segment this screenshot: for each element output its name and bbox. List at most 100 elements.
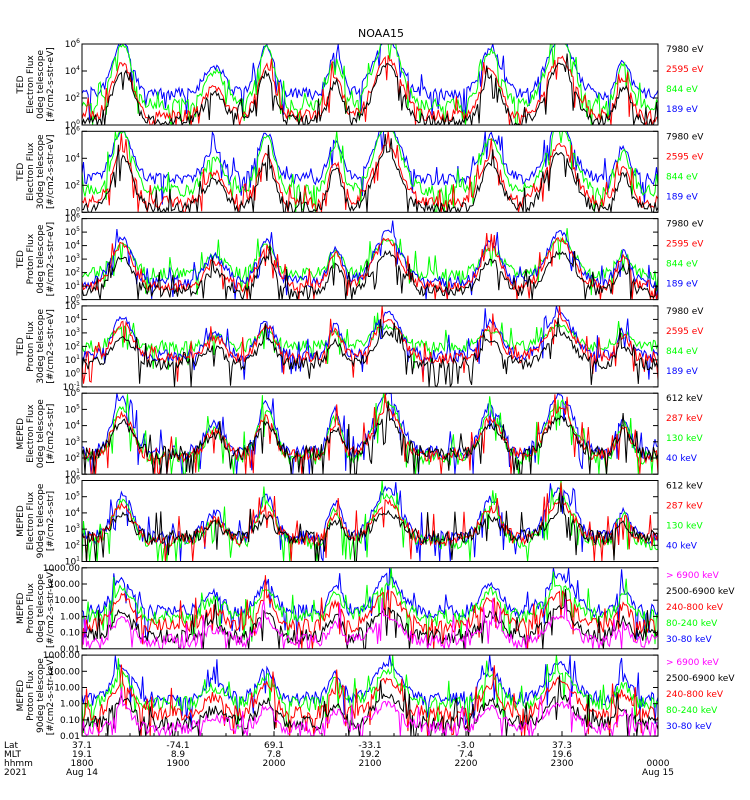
panel-3-ytick-3: 102 [65,267,80,279]
panel-1-ytick-1: 100 [65,119,80,131]
series-5-2 [82,393,658,475]
panel-3-frame [81,218,659,301]
panel-1-ytick-3: 104 [65,65,80,77]
footer-col-3-row-1: 69.1 [264,741,284,751]
panel-2: 100 102 104 106 TEDElectron Flux30deg telesc… [16,125,704,218]
panel-6: 101 102 103 104 105 106 MEPEDElectron Flux90de… [16,475,703,568]
footer-col-1-row-3: 1800 [71,759,94,769]
footer-col-7-row-4: Aug 15 [642,768,674,778]
footer-col-7-row-3: 0000 [647,759,670,769]
footer-col-4-row-3: 2100 [359,759,382,769]
panel-3-ytick-1: 100 [65,294,80,306]
series-7-1 [82,567,658,642]
footer-col-5-row-1: -3.0 [457,741,475,751]
series-2-4 [82,133,658,213]
panel-1-legend-2: 2595 eV [666,65,704,75]
panel-5-legend-4: 40 keV [666,454,698,464]
panel-7-legend-1: > 6900 keV [666,571,720,581]
series-1-3 [82,55,658,125]
panel-7-legend-5: 30-80 keV [666,635,712,645]
panel-3-legend-2: 2595 eV [666,240,704,250]
footer-col-1-row-1: 37.1 [72,741,92,751]
panel-4-ylabel: TEDProton Flux30deg telescope[#/cm2-s-st… [16,309,56,384]
panel-5-ytick-6: 106 [65,387,80,399]
panel-1-ytick-2: 102 [65,92,80,104]
panel-5-ytick-1: 101 [65,468,80,480]
footer-col-1-row-4: Aug 14 [66,768,98,778]
panel-5-frame [81,392,659,475]
panel-7-ytick-4: 10.00 [54,596,80,606]
panel-5-legend-2: 287 keV [666,414,703,424]
panel-3-ytick-2: 101 [65,280,80,292]
series-6-4 [82,492,658,562]
panel-5-traces [82,393,658,475]
series-5-4 [82,401,658,475]
panel-6-legend-2: 287 keV [666,502,703,512]
panel-2-frame [81,130,659,213]
panel-8-legend-4: 80-240 keV [666,706,718,716]
footer-row-label-1: Lat [4,741,19,751]
footer-row-label-3: hhmm [4,759,33,769]
footer-row-label-4: 2021 [4,768,27,778]
panel-8-legend-3: 240-800 keV [666,690,724,700]
panel-4-ytick-3: 101 [65,354,80,366]
panel-2-legend-3: 844 eV [666,172,699,182]
panel-4-legend-4: 189 eV [666,367,699,377]
footer-col-1-row-2: 19.1 [72,750,92,760]
panel-1-frame [81,43,659,126]
panel-3-legend-4: 189 eV [666,280,699,290]
panel-2-ytick-1: 100 [65,206,80,218]
series-3-3 [82,232,658,300]
panel-8-ytick-6: 1000.00 [43,651,80,661]
footer-col-5-row-2: 7.4 [459,750,474,760]
series-4-3 [82,305,658,384]
panel-6-frame [81,480,659,562]
panel-6-ylabel: MEPEDElectron Flux90deg telescope[#/cm2-… [16,483,56,558]
panel-6-legend-3: 130 keV [666,522,703,532]
panel-8-traces [82,655,658,737]
panel-3-ytick-4: 103 [65,253,80,265]
footer-col-2-row-3: 1900 [167,759,190,769]
panel-2-ytick-2: 102 [65,179,80,191]
panel-7-ytick-3: 1.00 [60,612,80,622]
panel-7-ylabel: MEPEDProton Flux0deg telescope[#/cm2-s-s… [16,569,56,648]
panel-7-ytick-6: 1000.00 [43,564,80,574]
panel-8-ytick-5: 100.00 [49,667,81,677]
panel-4-legend-1: 7980 eV [666,307,704,317]
footer-col-2-row-1: -74.1 [166,741,189,751]
series-2-2 [82,131,658,213]
series-1-2 [82,44,658,125]
series-3-1 [82,228,658,296]
panel-3-legend-3: 844 eV [666,260,699,270]
panel-6-ytick-4: 104 [65,507,80,519]
panel-5: 101 102 103 104 105 106 MEPEDElectron Flux0deg… [16,387,703,480]
panel-3-ytick-7: 106 [65,213,80,225]
footer-col-4-row-2: 19.2 [360,750,380,760]
series-7-5 [82,597,658,649]
panel-4-ytick-2: 100 [65,367,80,379]
panel-6-ytick-6: 106 [65,475,80,487]
panel-6-ytick-1: 101 [65,556,80,568]
panel-4-ytick-6: 104 [65,313,80,325]
footer-col-2-row-2: 8.9 [171,750,186,760]
panel-4-ytick-4: 102 [65,340,80,352]
panel-1: 100 102 104 106 TEDElectron Flux0deg telesco… [16,38,704,131]
panel-3-legend-1: 7980 eV [666,220,704,230]
panel-1-ylabel: TEDElectron Flux0deg telescope[#/cm2-s-s… [16,47,56,122]
series-8-2 [82,655,658,735]
panel-2-legend-4: 189 eV [666,192,699,202]
series-4-1 [82,312,658,370]
panel-3-ytick-5: 104 [65,240,80,252]
panel-5-ytick-2: 102 [65,452,80,464]
footer-col-6-row-1: 37.3 [552,741,572,751]
panel-7-legend-3: 240-800 keV [666,603,724,613]
panel-7-frame [81,567,659,650]
series-1-4 [82,53,658,125]
footer-col-6-row-3: 2300 [551,759,574,769]
series-4-4 [82,317,658,387]
panel-8-ytick-2: 0.10 [60,716,80,726]
panel-8-ylabel: MEPEDProton Flux90deg telescope[#/cm2-s-… [16,656,56,735]
